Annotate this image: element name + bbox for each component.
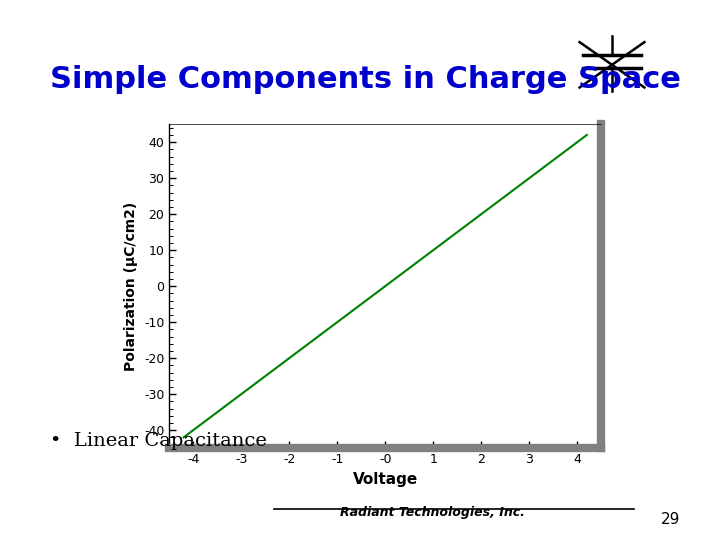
Text: Simple Components in Charge Space: Simple Components in Charge Space bbox=[50, 65, 681, 94]
Y-axis label: Polarization (μC/cm2): Polarization (μC/cm2) bbox=[125, 201, 138, 371]
Text: 29: 29 bbox=[661, 511, 680, 526]
Text: Radiant Technologies, Inc.: Radiant Technologies, Inc. bbox=[340, 507, 524, 519]
Text: •  Linear Capacitance: • Linear Capacitance bbox=[50, 432, 267, 450]
X-axis label: Voltage: Voltage bbox=[353, 471, 418, 487]
